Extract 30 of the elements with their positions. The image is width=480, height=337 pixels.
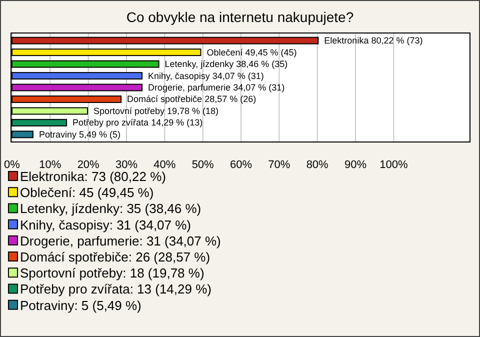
- text: Letenky, jízdenky: 35 (38,46 %): [20, 201, 202, 216]
- data-label: Potřeby pro zvířata 14,29 % (13): [72, 118, 203, 128]
- data-label: Elektronika 80,22 % (73): [324, 36, 423, 46]
- text: Oblečení: 45 (49,45 %): [20, 185, 154, 200]
- x-tick-label: 90%: [344, 158, 367, 171]
- data-label: Domácí spotřebiče 28,57 % (26): [127, 94, 256, 104]
- x-tick-label: 0%: [4, 158, 20, 171]
- data-label: Letenky, jízdenky 38,46 % (35): [164, 59, 288, 70]
- text: Drogerie, parfumerie: 31 (34,07 %): [20, 233, 221, 248]
- data-label: Potraviny 5,49 % (5): [38, 129, 120, 140]
- text: Sportovní potřeby: 18 (19,78 %): [20, 266, 204, 281]
- text: Elektronika: 73 (80,22 %): [20, 169, 166, 184]
- data-label: Knihy, časopisy 34,07 % (31): [148, 70, 264, 81]
- data-label: Oblečení 49,45 % (45): [206, 47, 297, 58]
- x-tick-label: 40%: [154, 158, 176, 171]
- x-tick-label: 70%: [268, 158, 290, 171]
- data-label: Sportovní potřeby 19,78 % (18): [93, 106, 219, 116]
- chart-title: Co obvykle na internetu nakupujete?: [126, 9, 354, 25]
- x-tick-label: 20%: [77, 158, 100, 171]
- x-tick-label: 30%: [115, 158, 138, 171]
- x-tick-label: 100%: [380, 158, 408, 171]
- x-tick-label: 80%: [306, 158, 329, 171]
- text: Potřeby pro zvířata: 13 (14,29 %): [20, 282, 212, 297]
- x-tick-label: 10%: [39, 158, 62, 171]
- text: Knihy, časopisy: 31 (34,07 %): [20, 217, 192, 232]
- text: Domácí spotřebiče: 26 (28,57 %): [20, 250, 210, 264]
- x-tick-label: 60%: [230, 158, 252, 171]
- x-tick-label: 50%: [192, 158, 214, 171]
- text: Potraviny: 5 (5,49 %): [20, 298, 142, 313]
- data-label: Drogerie, parfumerie 34,07 % (31): [148, 82, 285, 92]
